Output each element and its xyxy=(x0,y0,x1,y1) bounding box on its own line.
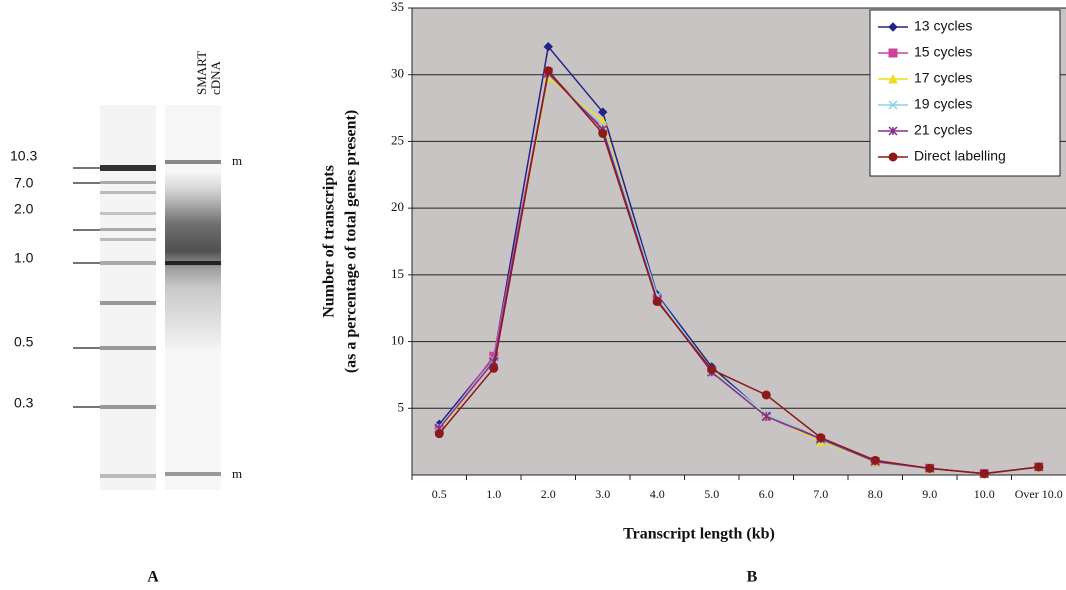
ladder-label: 0.3 xyxy=(14,395,34,411)
marker xyxy=(544,67,552,75)
lane-label: cDNA xyxy=(208,60,223,95)
band xyxy=(165,261,221,265)
ladder-ticks xyxy=(73,168,100,407)
smear xyxy=(165,170,221,350)
ladder-label: 7.0 xyxy=(14,175,34,191)
x-tick-label: 6.0 xyxy=(759,487,774,501)
marker xyxy=(889,153,897,161)
panel-label: A xyxy=(147,569,159,586)
y-tick-label: 25 xyxy=(391,132,404,147)
x-tick-label: 8.0 xyxy=(868,487,883,501)
gel: 10.3 7.0 2.0 1.0 0.5 0.3 SMART cDNA m m xyxy=(10,51,242,490)
x-tick-label: 9.0 xyxy=(922,487,937,501)
marker xyxy=(599,129,607,137)
x-tick-label: 7.0 xyxy=(813,487,828,501)
ladder-label: 10.3 xyxy=(10,148,37,164)
figure: 10.3 7.0 2.0 1.0 0.5 0.3 SMART cDNA m m … xyxy=(0,0,1066,590)
x-tick-label: 2.0 xyxy=(541,487,556,501)
x-tick-label: 4.0 xyxy=(650,487,665,501)
marker-label: m xyxy=(232,153,242,168)
x-axis-title: Transcript length (kb) xyxy=(623,526,775,543)
marker xyxy=(926,464,934,472)
marker xyxy=(435,430,443,438)
marker xyxy=(490,364,498,372)
marker xyxy=(1035,463,1043,471)
legend-label: Direct labelling xyxy=(914,148,1006,164)
legend-label: 15 cycles xyxy=(914,44,972,60)
x-tick-label: Over 10.0 xyxy=(1015,487,1063,501)
panel-label: B xyxy=(747,569,758,586)
legend-label: 19 cycles xyxy=(914,96,972,112)
x-tick-label: 10.0 xyxy=(974,487,995,501)
ladder-label: 0.5 xyxy=(14,334,34,350)
x-tick-label: 0.5 xyxy=(432,487,447,501)
y-tick-label: 5 xyxy=(398,399,405,414)
marker xyxy=(871,456,879,464)
marker-band xyxy=(165,160,221,164)
marker xyxy=(762,391,770,399)
y-tick-label: 35 xyxy=(391,0,404,14)
ladder-lane xyxy=(100,105,156,490)
marker xyxy=(708,366,716,374)
ladder-label: 2.0 xyxy=(14,201,34,217)
legend-label: 13 cycles xyxy=(914,18,972,34)
ladder-label: 1.0 xyxy=(14,250,34,266)
marker-band xyxy=(165,472,221,476)
x-tick-label: 1.0 xyxy=(486,487,501,501)
y-axis-title: Number of transcripts xyxy=(321,165,338,318)
x-tick-label: 3.0 xyxy=(595,487,610,501)
marker xyxy=(889,49,897,57)
y-tick-label: 10 xyxy=(391,333,404,348)
legend-label: 17 cycles xyxy=(914,70,972,86)
lane-label: SMART xyxy=(194,51,209,95)
y-tick-label: 30 xyxy=(391,66,404,81)
y-axis-title: (as a percentage of total genes present) xyxy=(343,110,360,373)
y-tick-label: 20 xyxy=(391,199,404,214)
marker xyxy=(653,298,661,306)
legend-label: 21 cycles xyxy=(914,122,972,138)
marker xyxy=(817,434,825,442)
marker-label: m xyxy=(232,466,242,481)
y-tick-label: 15 xyxy=(391,266,404,281)
x-tick-label: 5.0 xyxy=(704,487,719,501)
marker xyxy=(980,470,988,478)
